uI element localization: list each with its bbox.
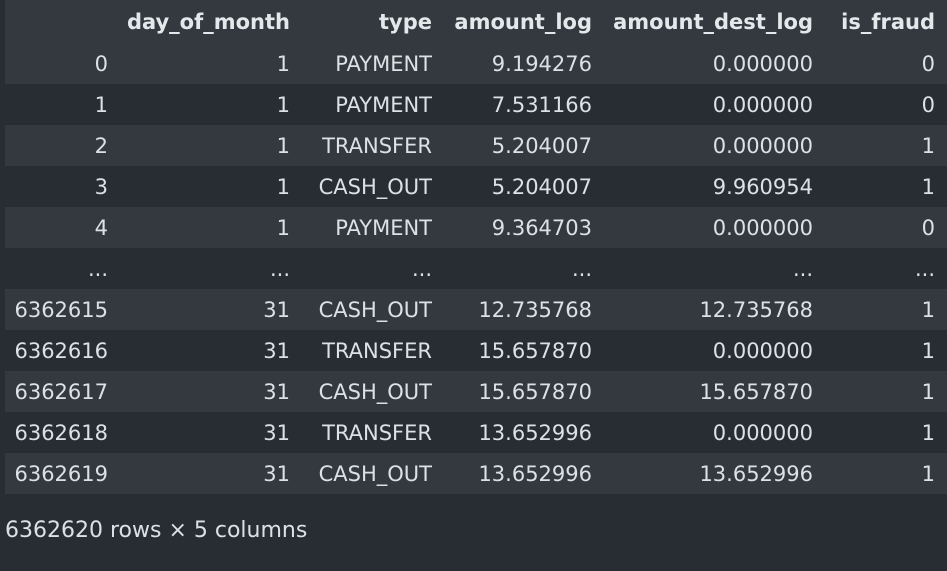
cell-amount-dest-log: 13.652996 bbox=[699, 461, 813, 486]
column-header-type: type bbox=[378, 9, 432, 34]
table-row: 1 1 PAYMENT 7.531166 0.000000 0 bbox=[5, 84, 947, 125]
table-body: 0 1 PAYMENT 9.194276 0.000000 0 1 1 PAYMENT 7.531… bbox=[5, 43, 947, 494]
dataframe-output: day_of_month type amount_log amount_dest… bbox=[5, 0, 947, 494]
cell-type: CASH_OUT bbox=[318, 174, 432, 199]
cell-day-of-month: 1 bbox=[276, 174, 290, 199]
cell-is-fraud: 1 bbox=[921, 338, 935, 363]
cell-day-of-month: ... bbox=[269, 256, 290, 281]
cell-amount-log: 13.652996 bbox=[478, 461, 592, 486]
cell-day-of-month: 31 bbox=[263, 379, 290, 404]
cell-type: CASH_OUT bbox=[318, 379, 432, 404]
cell-amount-dest-log: 0.000000 bbox=[712, 338, 813, 363]
cell-is-fraud: 0 bbox=[921, 51, 935, 76]
cell-type: PAYMENT bbox=[335, 92, 432, 117]
cell-amount-dest-log: 0.000000 bbox=[712, 92, 813, 117]
row-index: ... bbox=[87, 256, 108, 281]
row-index: 6362615 bbox=[14, 297, 108, 322]
row-index: 4 bbox=[94, 215, 108, 240]
cell-amount-dest-log: 0.000000 bbox=[712, 215, 813, 240]
cell-amount-log: 12.735768 bbox=[478, 297, 592, 322]
cell-day-of-month: 31 bbox=[263, 338, 290, 363]
cell-amount-log: 13.652996 bbox=[478, 420, 592, 445]
cell-amount-dest-log: 12.735768 bbox=[699, 297, 813, 322]
cell-is-fraud: 1 bbox=[921, 174, 935, 199]
column-header-amount-dest-log: amount_dest_log bbox=[613, 9, 813, 34]
table-row: 4 1 PAYMENT 9.364703 0.000000 0 bbox=[5, 207, 947, 248]
table-header: day_of_month type amount_log amount_dest… bbox=[5, 0, 947, 43]
cell-is-fraud: 0 bbox=[921, 215, 935, 240]
cell-amount-log: ... bbox=[571, 256, 592, 281]
row-index: 6362616 bbox=[14, 338, 108, 363]
table-row: 6362618 31 TRANSFER 13.652996 0.000000 1 bbox=[5, 412, 947, 453]
cell-is-fraud: 1 bbox=[921, 420, 935, 445]
column-header-day-of-month: day_of_month bbox=[126, 9, 290, 34]
cell-type: ... bbox=[411, 256, 432, 281]
cell-amount-dest-log: 15.657870 bbox=[699, 379, 813, 404]
row-index: 3 bbox=[94, 174, 108, 199]
cell-is-fraud: 1 bbox=[921, 461, 935, 486]
cell-amount-dest-log: 0.000000 bbox=[712, 51, 813, 76]
cell-amount-dest-log: 0.000000 bbox=[712, 133, 813, 158]
cell-is-fraud: 1 bbox=[921, 379, 935, 404]
cell-amount-dest-log: 0.000000 bbox=[712, 420, 813, 445]
cell-amount-log: 5.204007 bbox=[491, 133, 592, 158]
dataframe-table: day_of_month type amount_log amount_dest… bbox=[5, 0, 947, 494]
row-index: 6362619 bbox=[14, 461, 108, 486]
dataframe-shape-summary: 6362620 rows × 5 columns bbox=[5, 518, 308, 543]
column-header-amount-log: amount_log bbox=[454, 9, 592, 34]
cell-day-of-month: 31 bbox=[263, 461, 290, 486]
cell-amount-dest-log: 9.960954 bbox=[712, 174, 813, 199]
table-row: 6362617 31 CASH_OUT 15.657870 15.657870 1 bbox=[5, 371, 947, 412]
cell-amount-log: 15.657870 bbox=[478, 338, 592, 363]
table-row: 2 1 TRANSFER 5.204007 0.000000 1 bbox=[5, 125, 947, 166]
cell-day-of-month: 1 bbox=[276, 92, 290, 117]
column-header-is-fraud: is_fraud bbox=[841, 9, 935, 34]
row-index: 2 bbox=[94, 133, 108, 158]
cell-amount-dest-log: ... bbox=[792, 256, 813, 281]
cell-day-of-month: 1 bbox=[276, 215, 290, 240]
cell-day-of-month: 1 bbox=[276, 133, 290, 158]
cell-type: CASH_OUT bbox=[318, 297, 432, 322]
table-row: 3 1 CASH_OUT 5.204007 9.960954 1 bbox=[5, 166, 947, 207]
cell-type: PAYMENT bbox=[335, 51, 432, 76]
cell-type: TRANSFER bbox=[322, 338, 432, 363]
cell-type: CASH_OUT bbox=[318, 461, 432, 486]
cell-type: TRANSFER bbox=[322, 133, 432, 158]
header-row: day_of_month type amount_log amount_dest… bbox=[5, 0, 947, 43]
row-index: 6362617 bbox=[14, 379, 108, 404]
cell-amount-log: 15.657870 bbox=[478, 379, 592, 404]
cell-type: TRANSFER bbox=[322, 420, 432, 445]
cell-day-of-month: 31 bbox=[263, 297, 290, 322]
cell-amount-log: 9.364703 bbox=[491, 215, 592, 240]
row-index: 6362618 bbox=[14, 420, 108, 445]
cell-amount-log: 9.194276 bbox=[491, 51, 592, 76]
cell-is-fraud: ... bbox=[914, 256, 935, 281]
cell-is-fraud: 1 bbox=[921, 297, 935, 322]
cell-day-of-month: 31 bbox=[263, 420, 290, 445]
cell-is-fraud: 1 bbox=[921, 133, 935, 158]
cell-is-fraud: 0 bbox=[921, 92, 935, 117]
cell-amount-log: 5.204007 bbox=[491, 174, 592, 199]
table-row: 0 1 PAYMENT 9.194276 0.000000 0 bbox=[5, 43, 947, 84]
cell-day-of-month: 1 bbox=[276, 51, 290, 76]
table-row: 6362619 31 CASH_OUT 13.652996 13.652996 1 bbox=[5, 453, 947, 494]
row-index: 1 bbox=[94, 92, 108, 117]
row-index: 0 bbox=[94, 51, 108, 76]
table-row: 6362616 31 TRANSFER 15.657870 0.000000 1 bbox=[5, 330, 947, 371]
index-header bbox=[5, 0, 113, 43]
table-row: 6362615 31 CASH_OUT 12.735768 12.735768 1 bbox=[5, 289, 947, 330]
cell-amount-log: 7.531166 bbox=[491, 92, 592, 117]
cell-type: PAYMENT bbox=[335, 215, 432, 240]
ellipsis-row: .................. bbox=[5, 248, 947, 289]
